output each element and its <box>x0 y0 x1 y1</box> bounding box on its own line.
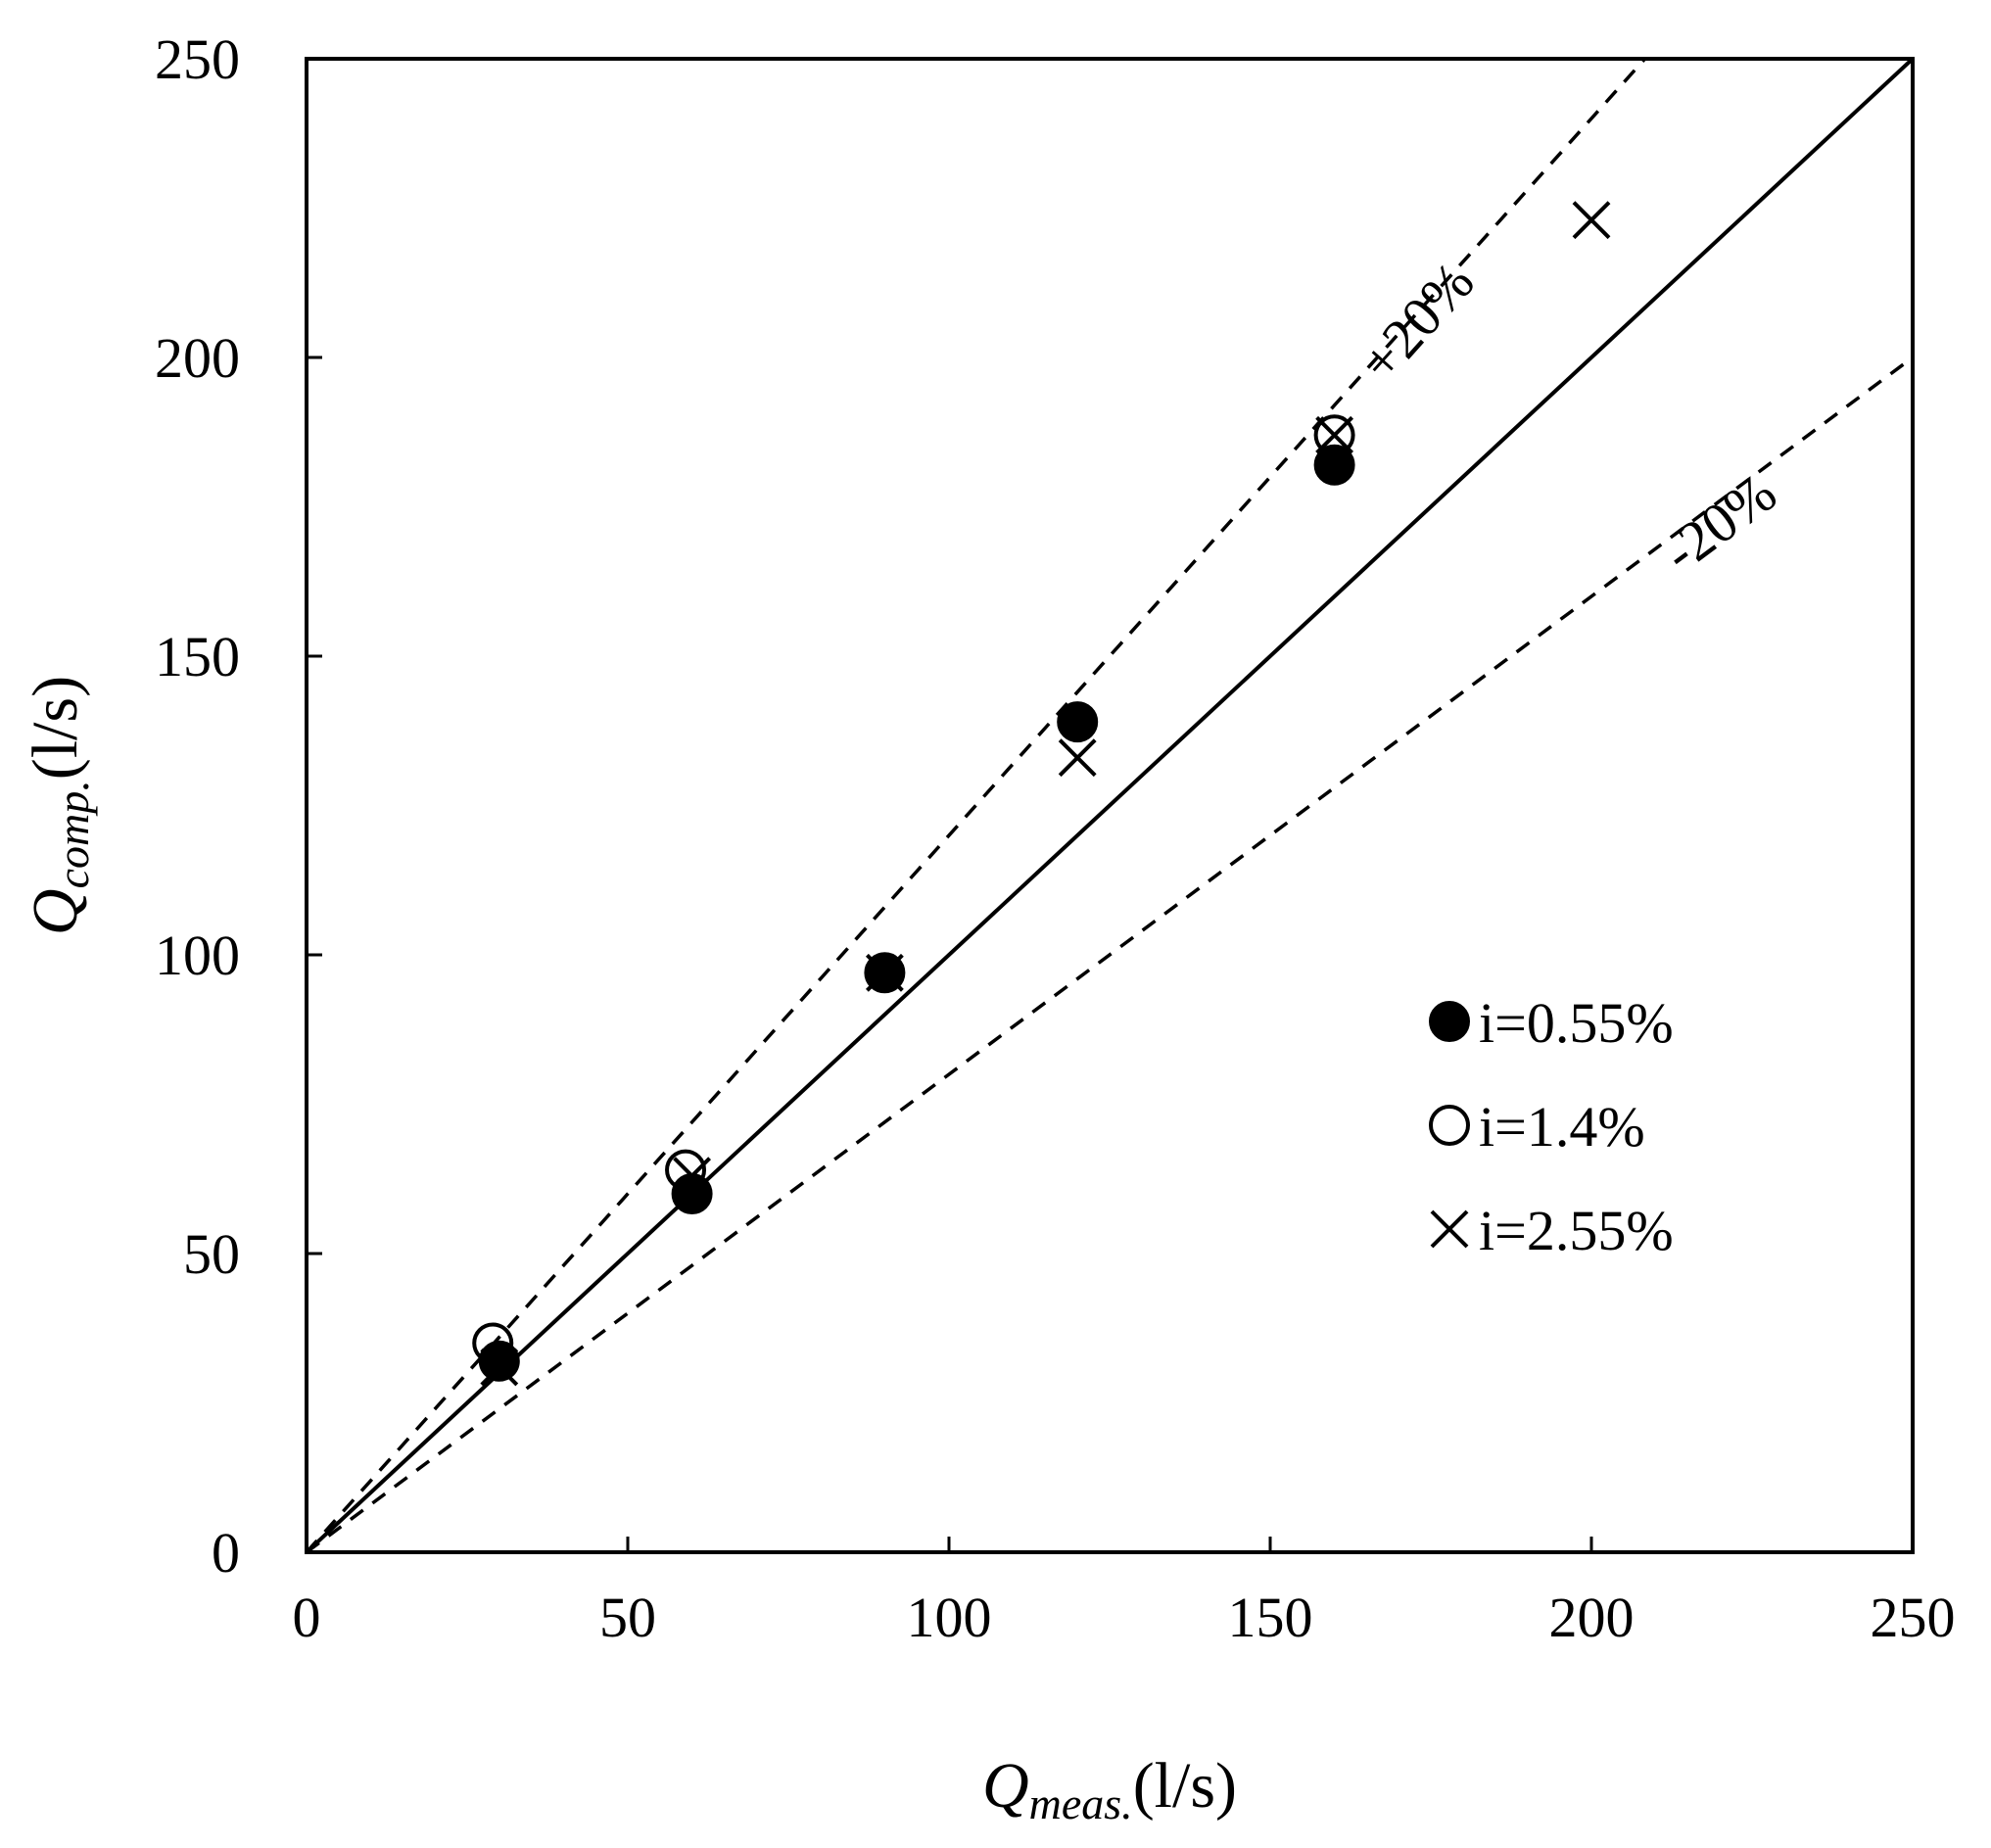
band-labels: +20% -20% <box>1348 250 1787 585</box>
plot-frame <box>305 57 1915 1554</box>
legend-item: i=0.55% <box>1429 991 1674 1055</box>
reference-lines <box>307 59 1913 1552</box>
x-axis-ticks: 0 50 100 150 200 250 <box>293 1537 1956 1649</box>
legend-item: i=2.55% <box>1430 1199 1674 1262</box>
legend-item: i=1.4% <box>1429 1095 1645 1159</box>
x-tick-label: 200 <box>1549 1586 1635 1649</box>
legend-label: i=2.55% <box>1479 1199 1674 1262</box>
x-tick-label: 0 <box>293 1586 321 1649</box>
data-point-filled-circle <box>478 1340 520 1382</box>
minus20-line <box>307 355 1913 1552</box>
legend-label: i=1.4% <box>1479 1095 1645 1159</box>
y-tick-label: 250 <box>155 27 240 91</box>
data-points <box>472 201 1611 1387</box>
y-tick-label: 100 <box>155 924 240 987</box>
data-point-filled-circle <box>1057 701 1099 743</box>
y-axis-ticks: 0 50 100 150 200 250 <box>155 27 322 1585</box>
y-tick-label: 50 <box>183 1222 240 1286</box>
x-axis-subscript: meas. <box>1029 1778 1133 1828</box>
data-point-cross <box>1058 738 1097 778</box>
data-point-cross <box>1572 201 1611 240</box>
x-axis-unit: (l/s) <box>1133 1750 1237 1822</box>
x-tick-label: 250 <box>1871 1586 1956 1649</box>
legend-label: i=0.55% <box>1479 991 1674 1055</box>
legend-marker-cross <box>1430 1209 1469 1249</box>
x-tick-label: 150 <box>1228 1586 1313 1649</box>
legend: i=0.55% i=1.4% i=2.55% <box>1429 991 1674 1262</box>
y-tick-label: 0 <box>212 1521 240 1585</box>
legend-marker-filled-circle <box>1429 1001 1470 1042</box>
data-point-filled-circle <box>671 1173 713 1214</box>
y-axis-symbol: Q <box>20 888 91 935</box>
y-axis-unit: (l/s) <box>20 676 91 780</box>
x-tick-label: 100 <box>907 1586 992 1649</box>
plus20-line <box>307 59 1646 1552</box>
y-tick-label: 200 <box>155 326 240 390</box>
data-point-filled-circle <box>1313 444 1355 486</box>
y-tick-label: 150 <box>155 625 240 688</box>
y-axis-title: Qcomp.(l/s) <box>20 676 98 935</box>
x-axis-title: Qmeas.(l/s) <box>982 1750 1237 1828</box>
data-point-cross <box>1315 415 1354 454</box>
y-axis-subscript: comp. <box>48 780 98 888</box>
x-tick-label: 50 <box>599 1586 656 1649</box>
band-label-minus20: -20% <box>1651 460 1788 585</box>
one-to-one-line <box>307 59 1913 1552</box>
x-axis-symbol: Q <box>982 1750 1029 1822</box>
legend-marker-open-circle <box>1429 1105 1470 1146</box>
data-point-filled-circle <box>864 952 906 994</box>
band-label-plus20: +20% <box>1348 250 1486 394</box>
